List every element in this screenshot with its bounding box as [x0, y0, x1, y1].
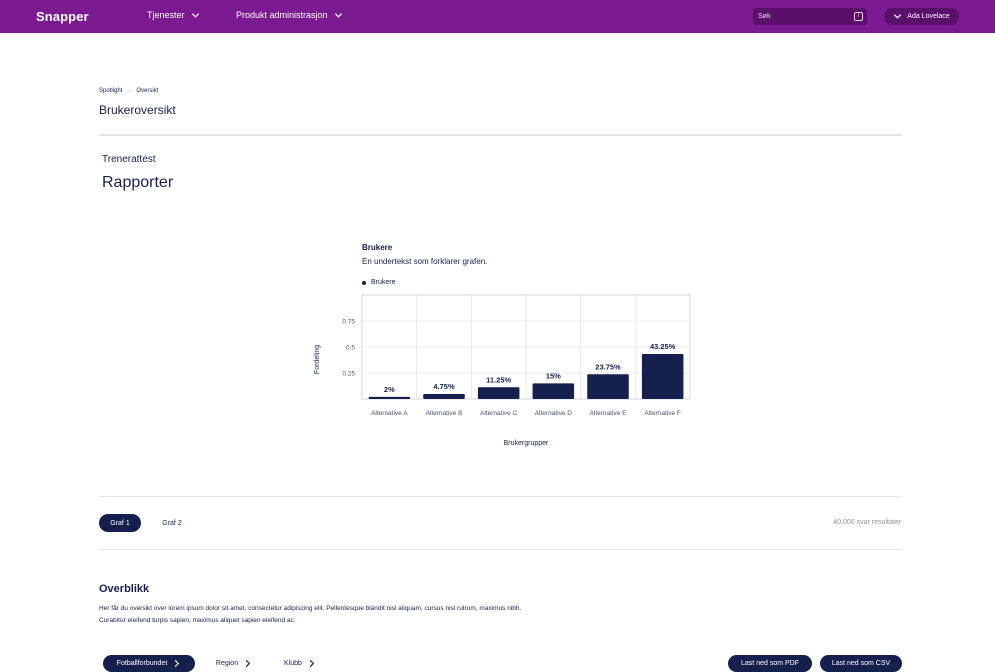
chevron-down-icon	[334, 12, 342, 18]
bar	[368, 396, 411, 399]
filter-klubb-label: Klubb	[284, 660, 302, 667]
bar-value-label: 2%	[384, 385, 395, 394]
breadcrumb-separator: →	[126, 88, 133, 94]
chevron-right-icon	[309, 659, 315, 668]
x-tick-label: Alternative D	[535, 410, 573, 417]
bar-value-label: 15%	[546, 371, 561, 380]
breadcrumb: Spotlight → Oversikt	[99, 88, 158, 94]
chevron-down-icon	[191, 12, 199, 18]
bar	[532, 383, 575, 399]
bar	[423, 394, 465, 399]
filter-region[interactable]: Region	[208, 655, 260, 672]
chart-divider-top	[99, 496, 902, 497]
filter-fotballforbundet[interactable]: Fotballforbundet	[103, 655, 195, 672]
x-tick-label: Alternative C	[480, 410, 518, 417]
download-csv-button[interactable]: Last ned som CSV	[820, 655, 902, 672]
header-divider	[99, 134, 902, 136]
bar-value-label: 23.75%	[595, 362, 621, 371]
search-box: /	[753, 8, 867, 25]
y-tick-label: 0.25	[342, 371, 355, 378]
bar-value-label: 43.25%	[650, 342, 676, 351]
nav-produkt-label: Produkt administrasjon	[236, 10, 328, 20]
chart-subtitle: En undertekst som forklarer grafen.	[362, 257, 488, 266]
download-pdf-button[interactable]: Last ned som PDF	[728, 655, 812, 672]
tab-graf-2[interactable]: Graf 2	[162, 519, 182, 527]
x-tick-label: Alternative E	[590, 410, 628, 417]
bar-value-label: 4.75%	[433, 382, 455, 391]
bar-value-label: 11.25%	[486, 375, 511, 384]
bar-chart: 0.25 0.5 0.75 2% Alternative A 4.75% Alternati…	[314, 294, 691, 447]
nav-produkt-administrasjon[interactable]: Produkt administrasjon	[236, 10, 343, 20]
overview-line-1: Her får du oversikt over lorem ipsum dol…	[99, 605, 522, 612]
legend-label: Brukere	[371, 279, 396, 286]
top-navigation-bar: Snapper Tjenester Produkt administrasjon…	[0, 0, 995, 33]
tab-graf-1[interactable]: Graf 1	[99, 514, 141, 532]
y-axis-label: Fordeling	[314, 345, 321, 374]
nav-tjenester-label: Tjenester	[147, 10, 185, 20]
legend-dot-icon	[362, 280, 366, 285]
x-tick-label: Alternative F	[644, 410, 681, 417]
results-count: 40,000 svar resultater	[833, 519, 901, 526]
user-menu-button[interactable]: Ada Lovelace	[884, 8, 959, 25]
filter-klubb[interactable]: Klubb	[276, 655, 324, 672]
x-axis-label: Brukergrupper	[504, 440, 549, 447]
overview-text: Her får du oversikt over lorem ipsum dol…	[99, 603, 699, 627]
chevron-right-icon	[245, 659, 251, 668]
bar	[641, 354, 684, 399]
filter-fotballforbundet-label: Fotballforbundet	[116, 660, 168, 667]
chevron-down-icon	[894, 14, 902, 19]
page-title: Brukeroversikt	[99, 103, 176, 117]
search-shortcut-badge: /	[854, 12, 863, 21]
chart-divider-bottom	[99, 549, 902, 550]
x-tick-label: Alternative B	[426, 410, 463, 417]
chart-title: Brukere	[362, 243, 393, 252]
overview-line-2: Curabitur eleifend turpis sapien, maximu…	[99, 617, 296, 624]
overview-title: Overblikk	[99, 583, 150, 595]
section-subtitle: Trenerattest	[102, 154, 156, 165]
section-title: Rapporter	[102, 174, 174, 191]
nav-tjenester[interactable]: Tjenester	[147, 10, 200, 20]
x-tick-label: Alternative A	[371, 410, 408, 417]
search-input[interactable]	[758, 11, 848, 22]
chevron-right-icon	[175, 659, 180, 668]
chart-legend: Brukere	[362, 279, 396, 286]
app-logo[interactable]: Snapper	[36, 9, 89, 24]
bar	[477, 387, 520, 399]
breadcrumb-current: Oversikt	[136, 88, 159, 94]
y-tick-label: 0.5	[346, 345, 355, 352]
user-name: Ada Lovelace	[907, 13, 950, 20]
filter-region-label: Region	[215, 660, 239, 667]
y-tick-label: 0.75	[342, 319, 355, 326]
bar	[587, 374, 629, 399]
breadcrumb-root[interactable]: Spotlight	[99, 88, 123, 94]
